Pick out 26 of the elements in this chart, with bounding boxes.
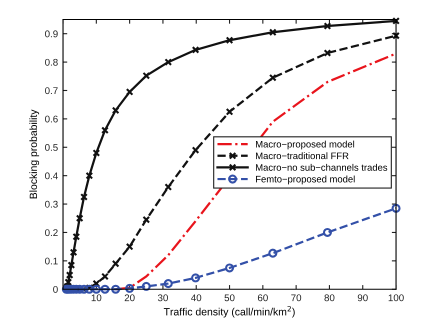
legend-label: Macro−traditional FFR — [256, 152, 348, 160]
y-tick-label: 0 — [53, 286, 58, 293]
y-axis-title: Blocking probability — [29, 110, 40, 198]
legend-label: Femto−proposed model — [256, 176, 355, 184]
y-tick-label: 0.4 — [45, 172, 58, 180]
y-tick-label: 0.9 — [45, 30, 58, 38]
x-tick-label: 40 — [191, 294, 202, 302]
x-axis-title: Traffic density (call/min/km$^{2}$) — [164, 306, 295, 318]
y-tick-label: 0.1 — [45, 258, 58, 264]
x-tick-label: 70 — [291, 294, 302, 302]
x-tick-label: 60 — [258, 294, 268, 302]
x-tick-label: 20 — [124, 294, 135, 302]
legend-label: Macro−proposed model — [256, 140, 354, 150]
y-tick-label: 0.2 — [45, 229, 58, 236]
x-tick-label: 10 — [92, 294, 102, 302]
x-tick-label: 90 — [358, 294, 368, 302]
legend-label: Macro−no sub−channels trades — [256, 164, 388, 171]
x-tick-label: 80 — [324, 294, 334, 302]
x-tick-label: 30 — [158, 294, 168, 302]
y-tick-label: 0.3 — [45, 200, 58, 208]
y-tick-label: 0.6 — [45, 116, 58, 122]
y-tick-label: 0.7 — [45, 87, 58, 94]
x-tick-label: 100 — [388, 294, 404, 302]
y-tick-label: 0.8 — [45, 58, 58, 66]
y-tick-label: 0.5 — [45, 144, 58, 151]
x-tick-label: 50 — [224, 294, 235, 302]
